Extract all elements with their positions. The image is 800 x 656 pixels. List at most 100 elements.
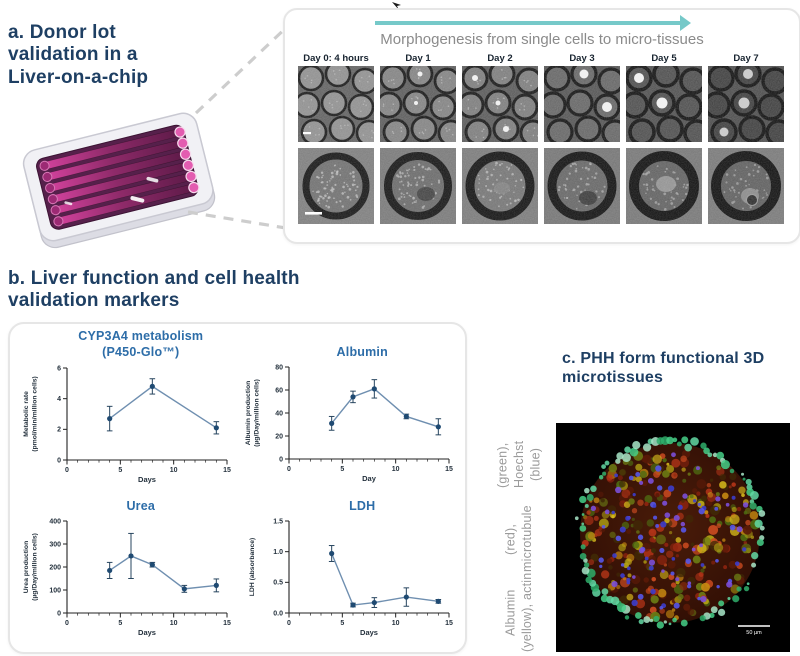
- panel-c-title: c. PHH form functional 3D microtissues: [562, 350, 765, 386]
- microwell-array-image: [462, 66, 538, 142]
- chart-title: LDH: [321, 496, 375, 514]
- svg-text:1.0: 1.0: [273, 549, 283, 556]
- svg-text:2: 2: [57, 426, 61, 433]
- single-well-image: [626, 148, 702, 224]
- scale-bar-label: 50 µm: [746, 630, 762, 636]
- single-well-image: [380, 148, 456, 224]
- svg-text:LDH (absorbance): LDH (absorbance): [249, 538, 256, 597]
- chart-title: Urea: [98, 496, 155, 514]
- caption-line: Albumin (yellow), actin: [503, 572, 535, 652]
- svg-text:15: 15: [223, 467, 231, 474]
- day-label: Day 0: 4 hours: [303, 53, 369, 64]
- panel-a-title: a. Donor lot validation in a Liver-on-a-…: [8, 22, 149, 88]
- svg-text:Days: Days: [138, 628, 156, 637]
- svg-text:10: 10: [170, 467, 178, 474]
- day-column: Day 1: [380, 53, 456, 224]
- svg-text:(µg/Day/million cells): (µg/Day/million cells): [253, 379, 260, 447]
- svg-text:4: 4: [57, 396, 61, 403]
- svg-text:0.0: 0.0: [273, 610, 283, 617]
- svg-text:5: 5: [340, 466, 344, 473]
- microtissue-fluorescence-image: 50 µm: [556, 423, 790, 652]
- svg-text:(µg/Day/million cells): (µg/Day/million cells): [32, 533, 39, 601]
- microwell-array-image: [298, 66, 374, 142]
- chart-urea: Urea 0 100 200 300 400 0 5 10 15 Urea production (µ…: [19, 496, 235, 646]
- microwell-array-image: [708, 66, 784, 142]
- chart-title-line: Urea: [126, 498, 156, 513]
- svg-text:0: 0: [57, 457, 61, 464]
- svg-text:15: 15: [223, 620, 231, 627]
- chart-plot: 0 2 4 6 0 5 10 15 Metabolic rate (pmol/min/millio…: [23, 365, 231, 484]
- svg-text:0: 0: [287, 620, 291, 627]
- svg-text:1.5: 1.5: [273, 518, 283, 525]
- charts-grid: CYP3A4 metabolism (P450-Glo™) 0 2 4 6 0 5 10 15 Me…: [16, 328, 459, 646]
- svg-text:400: 400: [50, 518, 62, 525]
- single-well-image: [462, 148, 538, 224]
- svg-text:Metabolic rate: Metabolic rate: [23, 390, 30, 436]
- connector-dashed-lines: [187, 22, 293, 231]
- svg-text:5: 5: [119, 620, 123, 627]
- svg-text:300: 300: [50, 541, 62, 548]
- day-column: Day 7: [708, 53, 784, 224]
- day-label: Day 1: [405, 53, 431, 64]
- spheroid-confocal-image: 50 µm: [556, 423, 790, 652]
- single-well-image: [708, 148, 784, 224]
- progression-arrow: [375, 21, 681, 25]
- svg-text:0: 0: [65, 467, 69, 474]
- svg-text:15: 15: [445, 620, 453, 627]
- caption-line: (green), Hoechst (blue): [495, 441, 543, 489]
- svg-text:0.5: 0.5: [273, 580, 283, 587]
- day-column: Day 5: [626, 53, 702, 224]
- progression-arrowhead-icon: [680, 15, 691, 31]
- microscopy-grid: Day 0: 4 hours Day 1 Day 2 Day 3 Day 5 Day 7: [298, 53, 784, 224]
- svg-text:Albumin production: Albumin production: [245, 381, 252, 446]
- microwell-array-image: [544, 66, 620, 142]
- morphogenesis-panel: Morphogenesis from single cells to micro…: [283, 8, 800, 244]
- chart-title-line: (P450-Glo™): [102, 345, 180, 360]
- day-column: Day 0: 4 hours: [298, 53, 374, 224]
- svg-text:40: 40: [275, 410, 283, 417]
- svg-text:Day: Day: [362, 474, 377, 483]
- panel-b-title: b. Liver function and cell health valida…: [8, 268, 300, 312]
- liver-chip-illustration: [6, 90, 230, 262]
- day-column: Day 2: [462, 53, 538, 224]
- svg-text:6: 6: [57, 365, 61, 372]
- svg-text:10: 10: [170, 620, 178, 627]
- svg-text:20: 20: [275, 433, 283, 440]
- svg-text:Urea production: Urea production: [23, 541, 30, 594]
- svg-text:60: 60: [275, 387, 283, 394]
- svg-text:0: 0: [57, 610, 61, 617]
- svg-text:0: 0: [65, 620, 69, 627]
- day-label: Day 3: [569, 53, 595, 64]
- chart-cyp3a4-metabolism: CYP3A4 metabolism (P450-Glo™) 0 2 4 6 0 5 10 15 Me…: [19, 328, 235, 496]
- svg-text:Days: Days: [360, 628, 378, 637]
- svg-text:80: 80: [275, 364, 283, 371]
- microwell-array-image: [626, 66, 702, 142]
- validation-markers-panel: CYP3A4 metabolism (P450-Glo™) 0 2 4 6 0 5 10 15 Me…: [8, 322, 467, 654]
- svg-text:100: 100: [50, 587, 62, 594]
- microwell-array-image: [380, 66, 456, 142]
- svg-text:200: 200: [50, 564, 62, 571]
- chart-plot: 0 100 200 300 400 0 5 10 15 Urea production (µg/Da…: [23, 518, 231, 637]
- chart-title-line: LDH: [349, 498, 376, 513]
- caption-line: (red), microtubule: [503, 505, 535, 573]
- svg-text:Days: Days: [138, 475, 156, 484]
- svg-text:5: 5: [119, 467, 123, 474]
- svg-text:10: 10: [392, 466, 400, 473]
- chart-albumin: Albumin 0 20 40 60 80 0 5 10 15 Albumin production…: [240, 328, 456, 496]
- svg-text:(pmol/min/million cells): (pmol/min/million cells): [32, 376, 39, 452]
- svg-text:5: 5: [340, 620, 344, 627]
- svg-text:0: 0: [287, 466, 291, 473]
- chart-plot: 0.0 0.5 1.0 1.5 0 5 10 15 LDH (absorbance) Days: [249, 518, 453, 637]
- chart-title: CYP3A4 metabolism (P450-Glo™): [50, 328, 203, 361]
- svg-text:0: 0: [279, 456, 283, 463]
- day-label: Day 5: [651, 53, 677, 64]
- day-label: Day 7: [733, 53, 759, 64]
- chart-title-line: Albumin: [336, 344, 388, 359]
- chart-title-line: CYP3A4 metabolism: [78, 329, 204, 343]
- fluorescence-caption: Albumin (yellow), actin (red), microtubu…: [487, 424, 551, 652]
- single-well-image: [298, 148, 374, 224]
- chart-ldh: LDH 0.0 0.5 1.0 1.5 0 5 10 15 LDH (absorbance) Day…: [240, 496, 456, 646]
- single-well-image: [544, 148, 620, 224]
- svg-text:10: 10: [392, 620, 400, 627]
